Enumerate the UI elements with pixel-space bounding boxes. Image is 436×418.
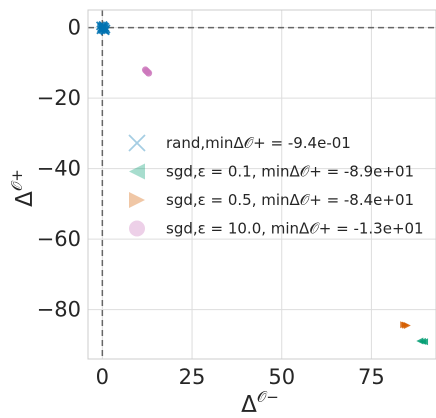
legend-entry: sgd,ε = 10.0, minΔ𝒪+ = -1.3e+01 xyxy=(129,220,424,238)
x-axis-label-sup: 𝒪− xyxy=(257,388,279,406)
plot-frame xyxy=(87,9,436,360)
y-tick-label: −40 xyxy=(37,157,81,181)
y-tick-label: −20 xyxy=(37,86,81,110)
legend-label: rand,minΔ𝒪+ = -9.4e-01 xyxy=(166,134,351,152)
legend-label: sgd,ε = 10.0, minΔ𝒪+ = -1.3e+01 xyxy=(166,220,424,238)
legend-entry: sgd,ε = 0.5, minΔ𝒪+ = -8.4e+01 xyxy=(129,191,414,209)
y-tick-label: −60 xyxy=(37,227,81,251)
y-axis-label: Δ𝒪+ xyxy=(8,169,38,207)
x-axis-label: Δ𝒪− xyxy=(241,388,279,418)
legend-entry: rand,minΔ𝒪+ = -9.4e-01 xyxy=(128,134,351,152)
y-axis-label-base: Δ xyxy=(12,191,38,207)
x-tick-label: 0 xyxy=(96,365,109,389)
x-axis-label-base: Δ xyxy=(241,392,257,418)
x-tick-label: 25 xyxy=(179,365,206,389)
legend-marker-triangle-left xyxy=(129,163,145,180)
y-tick-label: −80 xyxy=(37,298,81,322)
reference-lines xyxy=(88,10,436,359)
data-point-circle xyxy=(145,69,153,77)
data-point-triangle-left xyxy=(421,338,429,346)
x-tick-label: 50 xyxy=(268,365,295,389)
legend-label: sgd,ε = 0.5, minΔ𝒪+ = -8.4e+01 xyxy=(166,191,414,209)
y-tick-label: 0 xyxy=(68,16,81,40)
legend-marker-x xyxy=(128,134,146,152)
data-point-triangle-right xyxy=(403,322,411,330)
legend-label: sgd,ε = 0.1, minΔ𝒪+ = -8.9e+01 xyxy=(166,163,414,181)
tick-labels: 0 25 50 75 0 −20 −40 −60 −80 xyxy=(37,16,385,389)
y-axis-label-sup: 𝒪+ xyxy=(8,169,26,191)
data-points xyxy=(95,20,429,346)
x-tick-label: 75 xyxy=(358,365,385,389)
plot-background xyxy=(88,10,436,359)
legend-entry: sgd,ε = 0.1, minΔ𝒪+ = -8.9e+01 xyxy=(129,163,414,181)
data-point-x xyxy=(98,20,108,31)
legend-marker-triangle-right xyxy=(129,192,145,208)
legend-marker-circle xyxy=(129,220,145,237)
legend: rand,minΔ𝒪+ = -9.4e-01 sgd,ε = 0.1, minΔ𝒪… xyxy=(128,134,424,238)
